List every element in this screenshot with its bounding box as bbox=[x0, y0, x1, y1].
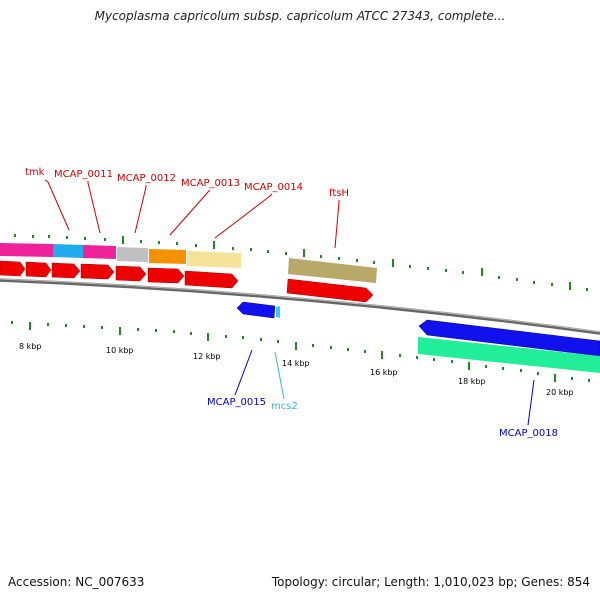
leader-mcap0014 bbox=[214, 193, 273, 239]
cds-arrow-mcap0013[interactable] bbox=[147, 267, 185, 284]
band-segment-mcap0014[interactable] bbox=[187, 251, 241, 268]
leader-mcap0011 bbox=[87, 181, 101, 234]
forward-cds-track bbox=[0, 260, 374, 303]
band-segment-mcap0018[interactable] bbox=[418, 337, 600, 373]
leader-tmk bbox=[44, 179, 70, 231]
leader-mcap0013 bbox=[169, 189, 211, 236]
label-leaders bbox=[44, 179, 535, 426]
cds-arrow-ftsh[interactable] bbox=[286, 278, 374, 303]
ruler-label-16kbp: 16 kbp bbox=[370, 368, 398, 377]
gene-label-mcap0012[interactable]: MCAP_0012 bbox=[117, 173, 176, 184]
ruler-ticks bbox=[11, 321, 590, 382]
cds-arrow-mcap0015[interactable] bbox=[236, 301, 276, 319]
leader-ftsh bbox=[334, 200, 340, 249]
ruler-labels: 8 kbp 10 kbp 12 kbp 14 kbp 16 kbp 18 kbp… bbox=[19, 342, 574, 397]
ruler-label-14kbp: 14 kbp bbox=[282, 359, 310, 368]
gene-label-mcap0014[interactable]: MCAP_0014 bbox=[244, 182, 303, 193]
gene-label-mcap0013[interactable]: MCAP_0013 bbox=[181, 178, 240, 189]
ruler-label-8kbp: 8 kbp bbox=[19, 342, 41, 351]
gene-label-mcap0011[interactable]: MCAP_0011 bbox=[54, 169, 113, 180]
cds-arrow-mcap0012[interactable] bbox=[115, 265, 147, 282]
gene-label-ftsh[interactable]: ftsH bbox=[329, 188, 349, 199]
leader-mcs2 bbox=[274, 351, 285, 400]
leader-mcap0018 bbox=[527, 379, 535, 426]
gene-label-mcap0015[interactable]: MCAP_0015 bbox=[207, 397, 266, 408]
genome-backbone bbox=[0, 278, 600, 335]
band-segment-mcap0011a[interactable] bbox=[53, 244, 83, 258]
gene-label-tmk[interactable]: tmk bbox=[25, 167, 45, 178]
band-segment-mcap0013[interactable] bbox=[149, 249, 186, 264]
band-segment-mcap0011b[interactable] bbox=[83, 245, 116, 259]
cds-arrow-tmk[interactable] bbox=[0, 260, 26, 277]
cds-arrow-mcap0011a[interactable] bbox=[25, 261, 52, 278]
band-segment-tmk[interactable] bbox=[0, 243, 53, 257]
leader-mcap0015 bbox=[234, 349, 253, 396]
cds-arrow-mcap0011b[interactable] bbox=[51, 262, 81, 279]
accession-text: Accession: NC_007633 bbox=[8, 575, 145, 589]
gene-labels: tmk MCAP_0011 MCAP_0012 MCAP_0013 MCAP_0… bbox=[25, 167, 558, 439]
genome-backbone-highlight bbox=[0, 278, 600, 333]
gene-label-mcap0018[interactable]: MCAP_0018 bbox=[499, 428, 558, 439]
cds-arrow-mcap0018[interactable] bbox=[418, 319, 600, 357]
outer-ticks bbox=[14, 234, 588, 291]
leader-mcap0012 bbox=[134, 185, 147, 234]
function-band bbox=[0, 243, 377, 283]
ruler-label-12kbp: 12 kbp bbox=[193, 352, 221, 361]
rna-arrow-mcs2[interactable] bbox=[276, 306, 280, 318]
cds-arrow-mcap0014[interactable] bbox=[184, 270, 239, 289]
reverse-cds-track bbox=[236, 301, 600, 373]
band-segment-mcap0012[interactable] bbox=[117, 247, 148, 262]
ruler-label-20kbp: 20 kbp bbox=[546, 388, 574, 397]
cds-arrow-mcap0011c[interactable] bbox=[80, 263, 115, 280]
gene-label-mcs2[interactable]: mcs2 bbox=[271, 401, 298, 412]
genome-summary-text: Topology: circular; Length: 1,010,023 bp… bbox=[271, 575, 590, 589]
band-segment-ftsh[interactable] bbox=[288, 258, 377, 283]
ruler-label-18kbp: 18 kbp bbox=[458, 377, 486, 386]
map-title: Mycoplasma capricolum subsp. capricolum … bbox=[94, 9, 506, 23]
ruler-label-10kbp: 10 kbp bbox=[106, 346, 134, 355]
